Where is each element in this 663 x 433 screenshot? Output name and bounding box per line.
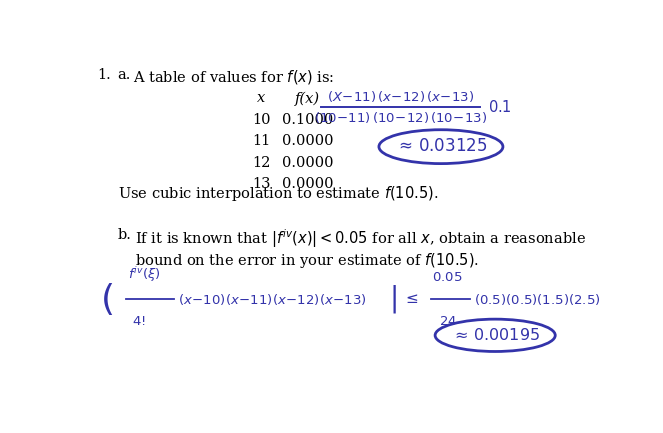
Text: $(10\!-\!11)\,(10\!-\!12)\,(10\!-\!13)$: $(10\!-\!11)\,(10\!-\!12)\,(10\!-\!13)$ xyxy=(314,110,487,125)
Text: $\approx\,0.03125$: $\approx\,0.03125$ xyxy=(394,138,487,155)
Text: x: x xyxy=(257,91,265,105)
Text: If it is known that $|f^{iv}(x)| < 0.05$ for all $x$, obtain a reasonable: If it is known that $|f^{iv}(x)| < 0.05$… xyxy=(135,227,586,250)
Text: 0.1000: 0.1000 xyxy=(282,113,333,127)
Text: $0.1$: $0.1$ xyxy=(488,99,512,115)
Text: $f^{iv}(\xi)$: $f^{iv}(\xi)$ xyxy=(128,265,160,284)
Text: $24$: $24$ xyxy=(439,314,457,327)
Text: 10: 10 xyxy=(252,113,271,127)
Text: $($: $($ xyxy=(100,281,113,317)
Text: 13: 13 xyxy=(252,178,271,191)
Text: $(x\!-\!10)(x\!-\!11)(x\!-\!12)(x\!-\!13)$: $(x\!-\!10)(x\!-\!11)(x\!-\!12)(x\!-\!13… xyxy=(178,292,367,307)
Text: 12: 12 xyxy=(252,156,271,170)
Text: A table of values for $f(x)$ is:: A table of values for $f(x)$ is: xyxy=(133,68,335,86)
Text: a.: a. xyxy=(118,68,131,82)
Text: 0.0000: 0.0000 xyxy=(282,134,333,149)
Text: $4!$: $4!$ xyxy=(132,314,145,327)
Text: 0.0000: 0.0000 xyxy=(282,178,333,191)
Text: f(x): f(x) xyxy=(295,91,320,106)
Text: 1.: 1. xyxy=(97,68,111,82)
Text: Use cubic interpolation to estimate $f(10.5)$.: Use cubic interpolation to estimate $f(1… xyxy=(118,184,438,203)
Text: $|$: $|$ xyxy=(389,283,396,315)
Text: $\approx\,0.00195$: $\approx\,0.00195$ xyxy=(451,327,540,344)
Text: $(X\!-\!11)\,(x\!-\!12)\,(x\!-\!13)$: $(X\!-\!11)\,(x\!-\!12)\,(x\!-\!13)$ xyxy=(327,89,474,103)
Text: $(0.5)(0.5)(1.5)(2.5)$: $(0.5)(0.5)(1.5)(2.5)$ xyxy=(474,292,601,307)
Text: b.: b. xyxy=(118,227,132,242)
Text: 11: 11 xyxy=(252,134,271,149)
Text: $\leq$: $\leq$ xyxy=(403,292,419,306)
Text: $0.05$: $0.05$ xyxy=(432,271,463,284)
Text: bound on the error in your estimate of $f(10.5)$.: bound on the error in your estimate of $… xyxy=(135,252,479,270)
Text: 0.0000: 0.0000 xyxy=(282,156,333,170)
